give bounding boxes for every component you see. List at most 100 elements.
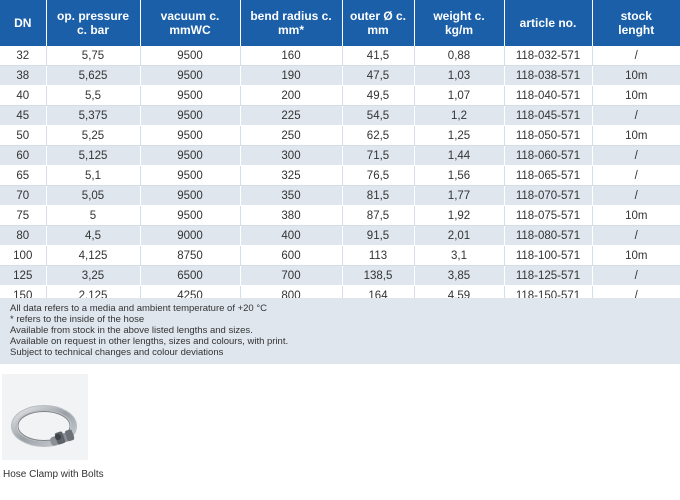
table-cell: 118-032-571: [504, 46, 593, 66]
table-row: 100 4,125 8750 600 113 3,1 118-100-571 10m: [0, 245, 680, 266]
note-line: All data refers to a media and ambient t…: [10, 303, 268, 314]
table-cell: 1,56: [414, 165, 505, 186]
table-cell: 81,5: [342, 185, 415, 206]
table-cell: 118-080-571: [504, 225, 593, 246]
table-cell: 50: [0, 125, 47, 146]
column-header-line: mm: [367, 23, 389, 37]
hose-clamp-icon: [11, 405, 77, 447]
table-cell: 700: [240, 265, 343, 286]
table-cell: 71,5: [342, 145, 415, 166]
table-cell: 1,03: [414, 65, 505, 86]
table-cell: 40: [0, 85, 47, 106]
column-header-line: lenght: [618, 23, 655, 37]
column-header-line: stock: [620, 9, 652, 23]
table-cell: 400: [240, 225, 343, 246]
table-cell: 600: [240, 245, 343, 266]
table-cell: 325: [240, 165, 343, 186]
table-row: 75 5 9500 380 87,5 1,92 118-075-571 10m: [0, 205, 680, 226]
table-row: 40 5,5 9500 200 49,5 1,07 118-040-571 10m: [0, 85, 680, 106]
table-cell: 9500: [140, 125, 241, 146]
column-header: stock lenght: [592, 0, 680, 46]
table-cell: 190: [240, 65, 343, 86]
note-line: * refers to the inside of the hose: [10, 314, 145, 325]
table-cell: 118-038-571: [504, 65, 593, 86]
table-cell: /: [592, 265, 680, 286]
footnotes: All data refers to a media and ambient t…: [0, 298, 680, 364]
column-header-line: kg/m: [444, 23, 473, 37]
table-cell: 62,5: [342, 125, 415, 146]
table-cell: 5,625: [46, 65, 141, 86]
table-cell: 1,44: [414, 145, 505, 166]
table-cell: 118-050-571: [504, 125, 593, 146]
table-cell: 54,5: [342, 105, 415, 126]
note-line: Subject to technical changes and colour …: [10, 347, 224, 358]
table-row: 125 3,25 6500 700 138,5 3,85 118-125-571/: [0, 265, 680, 286]
table-cell: 5,25: [46, 125, 141, 146]
table-cell: 118-075-571: [504, 205, 593, 226]
table-cell: 113: [342, 245, 415, 266]
column-header-line: vacuum c.: [160, 9, 220, 23]
table-cell: 91,5: [342, 225, 415, 246]
table-row: 70 5,05 9500 350 81,5 1,77 118-070-571/: [0, 185, 680, 206]
table-row: 60 5,125 9500 300 71,5 1,44 118-060-571/: [0, 145, 680, 166]
table-cell: 1,92: [414, 205, 505, 226]
table-cell: 10m: [592, 85, 680, 106]
table-cell: 9500: [140, 85, 241, 106]
table-cell: 6500: [140, 265, 241, 286]
table-row: 32 5,75 9500 160 41,5 0,88 118-032-571/: [0, 46, 680, 66]
table-cell: 118-065-571: [504, 165, 593, 186]
table-cell: 300: [240, 145, 343, 166]
column-header: vacuum c. mmWC: [140, 0, 241, 46]
table-cell: 118-100-571: [504, 245, 593, 266]
table-cell: 225: [240, 105, 343, 126]
column-header-line: article no.: [519, 16, 577, 30]
table-cell: 1,07: [414, 85, 505, 106]
table-row: 65 5,1 9500 325 76,5 1,56 118-065-571/: [0, 165, 680, 186]
table-cell: 118-125-571: [504, 265, 593, 286]
table-cell: 138,5: [342, 265, 415, 286]
column-header: article no.: [504, 0, 593, 46]
table-cell: 0,88: [414, 46, 505, 66]
table-cell: 41,5: [342, 46, 415, 66]
table-cell: 250: [240, 125, 343, 146]
table-cell: 32: [0, 46, 47, 66]
table-cell: 75: [0, 205, 47, 226]
note-line: Available from stock in the above listed…: [10, 325, 253, 336]
table-cell: 118-070-571: [504, 185, 593, 206]
table-cell: 9500: [140, 65, 241, 86]
table-cell: 60: [0, 145, 47, 166]
table-cell: 118-040-571: [504, 85, 593, 106]
table-cell: /: [592, 165, 680, 186]
table-cell: 2,01: [414, 225, 505, 246]
table-cell: 10m: [592, 65, 680, 86]
column-header: outer Ø c. mm: [342, 0, 415, 46]
table-cell: /: [592, 225, 680, 246]
table-cell: 5,05: [46, 185, 141, 206]
table-cell: 3,25: [46, 265, 141, 286]
table-cell: 5,1: [46, 165, 141, 186]
table-cell: 100: [0, 245, 47, 266]
table-cell: 1,77: [414, 185, 505, 206]
table-cell: 350: [240, 185, 343, 206]
table-cell: 9500: [140, 145, 241, 166]
column-header-line: c. bar: [76, 23, 109, 37]
table-cell: 3,85: [414, 265, 505, 286]
table-cell: 9500: [140, 165, 241, 186]
column-header: bend radius c. mm*: [240, 0, 343, 46]
table-cell: 5,5: [46, 85, 141, 106]
table-body: 32 5,75 9500 160 41,5 0,88 118-032-571/38 5,625…: [0, 46, 680, 306]
column-header-line: mmWC: [169, 23, 211, 37]
table-cell: 10m: [592, 245, 680, 266]
table-header: DN op. pressure c. bar vacuum c. mmWC bend ra…: [0, 0, 680, 46]
table-cell: 9500: [140, 105, 241, 126]
column-header-line: bend radius c.: [250, 9, 332, 23]
table-row: 50 5,25 9500 250 62,5 1,25 118-050-571 10m: [0, 125, 680, 146]
header-row: DN op. pressure c. bar vacuum c. mmWC bend ra…: [0, 0, 680, 46]
table-cell: 200: [240, 85, 343, 106]
table-cell: 80: [0, 225, 47, 246]
table-cell: /: [592, 185, 680, 206]
table-cell: 9500: [140, 205, 241, 226]
table-cell: 45: [0, 105, 47, 126]
table-cell: 47,5: [342, 65, 415, 86]
table-row: 45 5,375 9500 225 54,5 1,2 118-045-571/: [0, 105, 680, 126]
